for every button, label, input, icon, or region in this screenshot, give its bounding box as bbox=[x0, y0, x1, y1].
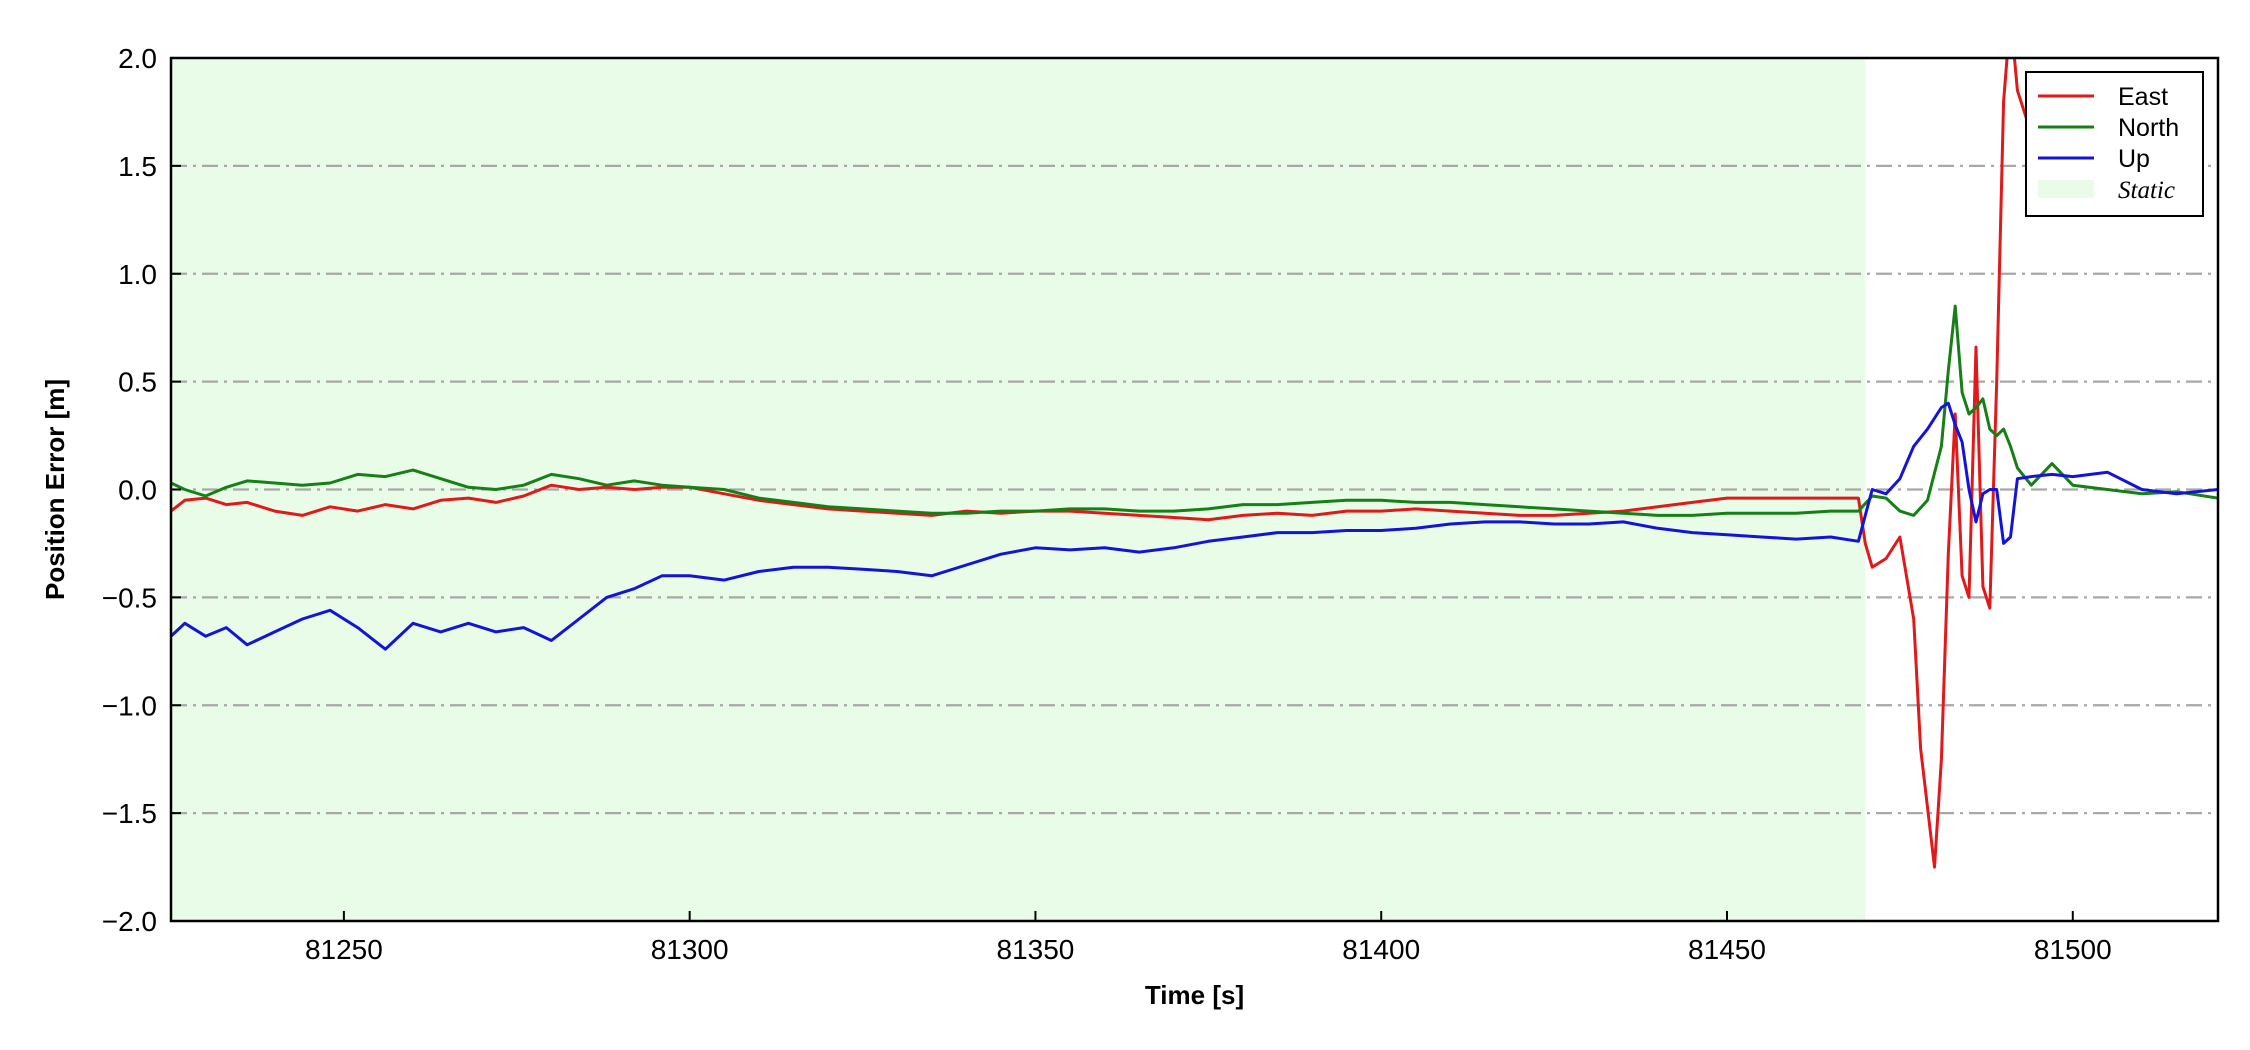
gridlines bbox=[171, 164, 2218, 815]
legend-label-static: Static bbox=[2118, 177, 2175, 204]
series-lines bbox=[171, 58, 2218, 869]
y-tick-label: −1.5 bbox=[102, 798, 157, 829]
y-tick-label: 1.5 bbox=[118, 151, 157, 182]
legend-swatch-static bbox=[2038, 180, 2094, 198]
x-tick-label: 81250 bbox=[305, 934, 383, 965]
series-line-east bbox=[171, 58, 2033, 869]
y-tick-label: 0.5 bbox=[118, 367, 157, 398]
axis-ticks: −2.0 −1.5 −1.0 −0.5 0.0 0.5 1.0 1.5 2.0 81250 8130… bbox=[102, 43, 2112, 965]
x-tick-label: 81500 bbox=[2034, 934, 2112, 965]
y-tick-label: −2.0 bbox=[102, 906, 157, 937]
x-tick-label: 81400 bbox=[1342, 934, 1420, 965]
x-axis-title: Time [s] bbox=[1145, 980, 1244, 1010]
y-tick-label: −1.0 bbox=[102, 690, 157, 721]
legend-label-north: North bbox=[2118, 114, 2179, 142]
x-tick-label: 81450 bbox=[1688, 934, 1766, 965]
series-line-north bbox=[171, 304, 2218, 517]
y-tick-label: 0.0 bbox=[118, 475, 157, 506]
series-line-up bbox=[171, 401, 2218, 651]
legend: East North Up Static bbox=[2025, 71, 2204, 217]
legend-label-east: East bbox=[2118, 83, 2168, 111]
y-tick-label: 1.0 bbox=[118, 259, 157, 290]
y-tick-label: 2.0 bbox=[118, 43, 157, 74]
x-tick-label: 81300 bbox=[651, 934, 729, 965]
y-axis-title: Position Error [m] bbox=[40, 379, 70, 600]
x-tick-label: 81350 bbox=[997, 934, 1075, 965]
y-tick-label: −0.5 bbox=[102, 582, 157, 613]
legend-label-up: Up bbox=[2118, 145, 2150, 173]
